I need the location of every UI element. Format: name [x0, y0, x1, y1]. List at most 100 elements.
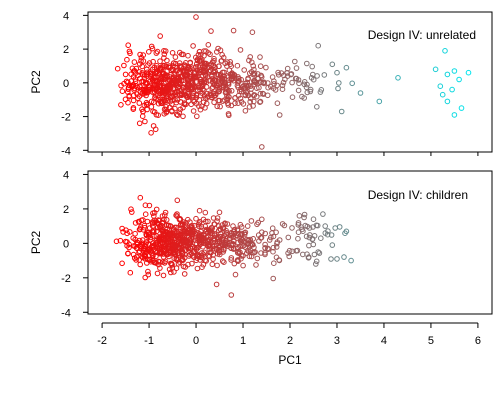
panel-title: Design IV: children — [368, 188, 468, 202]
data-point — [210, 256, 216, 262]
data-point — [294, 247, 301, 254]
data-point — [458, 105, 465, 111]
data-point — [262, 245, 268, 251]
data-point — [203, 79, 210, 85]
data-point — [228, 73, 235, 79]
data-point — [139, 63, 145, 70]
data-point — [168, 260, 175, 267]
data-point — [449, 86, 455, 93]
data-point — [175, 231, 181, 238]
data-point — [224, 59, 231, 65]
data-point — [171, 60, 177, 66]
data-point — [335, 85, 341, 92]
data-point — [188, 78, 195, 85]
data-point — [118, 102, 124, 108]
data-point — [183, 92, 189, 99]
data-point — [122, 96, 129, 103]
data-point — [296, 213, 303, 219]
data-point — [216, 223, 222, 229]
x-axis-title: PC1 — [278, 353, 302, 367]
data-point — [179, 248, 186, 254]
data-point — [325, 228, 331, 234]
data-point — [181, 101, 188, 108]
data-point — [164, 87, 171, 93]
data-point — [273, 229, 279, 236]
data-point — [149, 252, 156, 258]
data-point — [172, 54, 179, 60]
data-point — [205, 218, 211, 225]
x-tick-label: 4 — [381, 335, 387, 347]
data-point — [146, 60, 153, 66]
data-point — [251, 92, 258, 98]
data-point — [259, 216, 265, 223]
data-point — [241, 67, 247, 73]
data-point — [117, 237, 124, 244]
data-point — [181, 239, 187, 246]
data-point — [139, 78, 145, 85]
data-point — [306, 234, 313, 241]
data-point — [163, 217, 170, 223]
data-point — [310, 216, 317, 222]
x-tick-label: -1 — [144, 335, 154, 347]
data-point — [192, 237, 199, 244]
data-point — [292, 75, 299, 82]
data-point — [138, 217, 145, 224]
data-point — [212, 68, 218, 75]
y-axis-title: PC2 — [29, 70, 43, 94]
data-point — [217, 251, 223, 258]
data-point — [313, 222, 320, 229]
data-point — [286, 253, 293, 260]
data-point — [184, 71, 191, 78]
data-point — [121, 62, 127, 69]
data-point — [124, 56, 130, 63]
data-point — [439, 91, 446, 98]
data-point — [222, 221, 228, 227]
data-point — [197, 86, 203, 93]
data-point — [204, 90, 210, 97]
data-point — [244, 223, 251, 229]
data-point — [266, 237, 273, 243]
data-point — [210, 78, 216, 84]
data-points — [114, 14, 472, 150]
data-point — [223, 86, 229, 93]
data-point — [248, 86, 254, 92]
data-point — [145, 268, 151, 275]
data-point — [306, 254, 312, 260]
data-point — [187, 240, 193, 246]
data-point — [198, 238, 204, 244]
data-point — [141, 102, 148, 109]
data-point — [163, 234, 170, 241]
data-point — [334, 69, 340, 76]
data-point — [265, 246, 272, 253]
data-point — [113, 238, 120, 245]
data-point — [178, 63, 184, 70]
data-point — [234, 245, 241, 252]
data-point — [318, 87, 325, 93]
data-point — [299, 226, 305, 233]
data-point — [208, 28, 214, 34]
data-point — [259, 229, 265, 235]
data-point — [141, 88, 148, 94]
data-point — [444, 71, 451, 78]
data-point — [302, 222, 309, 229]
data-point — [169, 66, 175, 72]
data-point — [181, 271, 188, 277]
data-point — [234, 62, 241, 69]
data-point — [202, 95, 209, 102]
data-point — [273, 244, 280, 250]
data-point — [148, 130, 154, 136]
data-point — [226, 67, 233, 73]
data-point — [211, 99, 217, 106]
data-point — [262, 241, 268, 248]
data-point — [216, 88, 222, 95]
data-point — [268, 83, 274, 90]
y-tick-label: -4 — [61, 145, 71, 157]
data-point — [178, 73, 184, 80]
data-point — [136, 100, 143, 106]
data-point — [196, 97, 203, 103]
data-point — [195, 221, 202, 228]
data-point — [235, 100, 241, 106]
data-point — [213, 246, 220, 252]
data-point — [289, 225, 295, 231]
data-point — [146, 202, 153, 209]
